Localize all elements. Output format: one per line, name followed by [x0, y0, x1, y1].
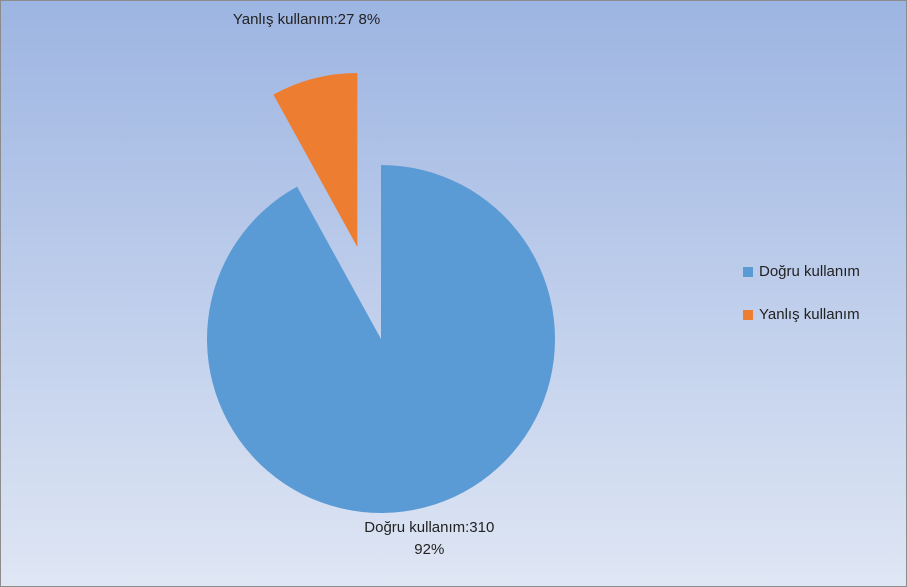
value-label: Yanlış kullanım:27 — [232, 11, 355, 29]
legend-label: Doğru kullanım — [759, 263, 860, 280]
legend-label: Yanlış kullanım — [759, 306, 860, 323]
data-label: Yanlış kullanım:27 8% — [232, 9, 382, 31]
legend-swatch — [743, 267, 753, 277]
data-label: Doğru kullanım:310 92% — [354, 517, 504, 561]
pie-slice — [206, 165, 556, 513]
value-label: Doğru kullanım:310 — [364, 518, 495, 536]
percent-label: 92% — [414, 540, 445, 558]
pie-slice — [273, 72, 358, 247]
percent-label: 8% — [358, 11, 381, 29]
legend-swatch — [743, 310, 753, 320]
